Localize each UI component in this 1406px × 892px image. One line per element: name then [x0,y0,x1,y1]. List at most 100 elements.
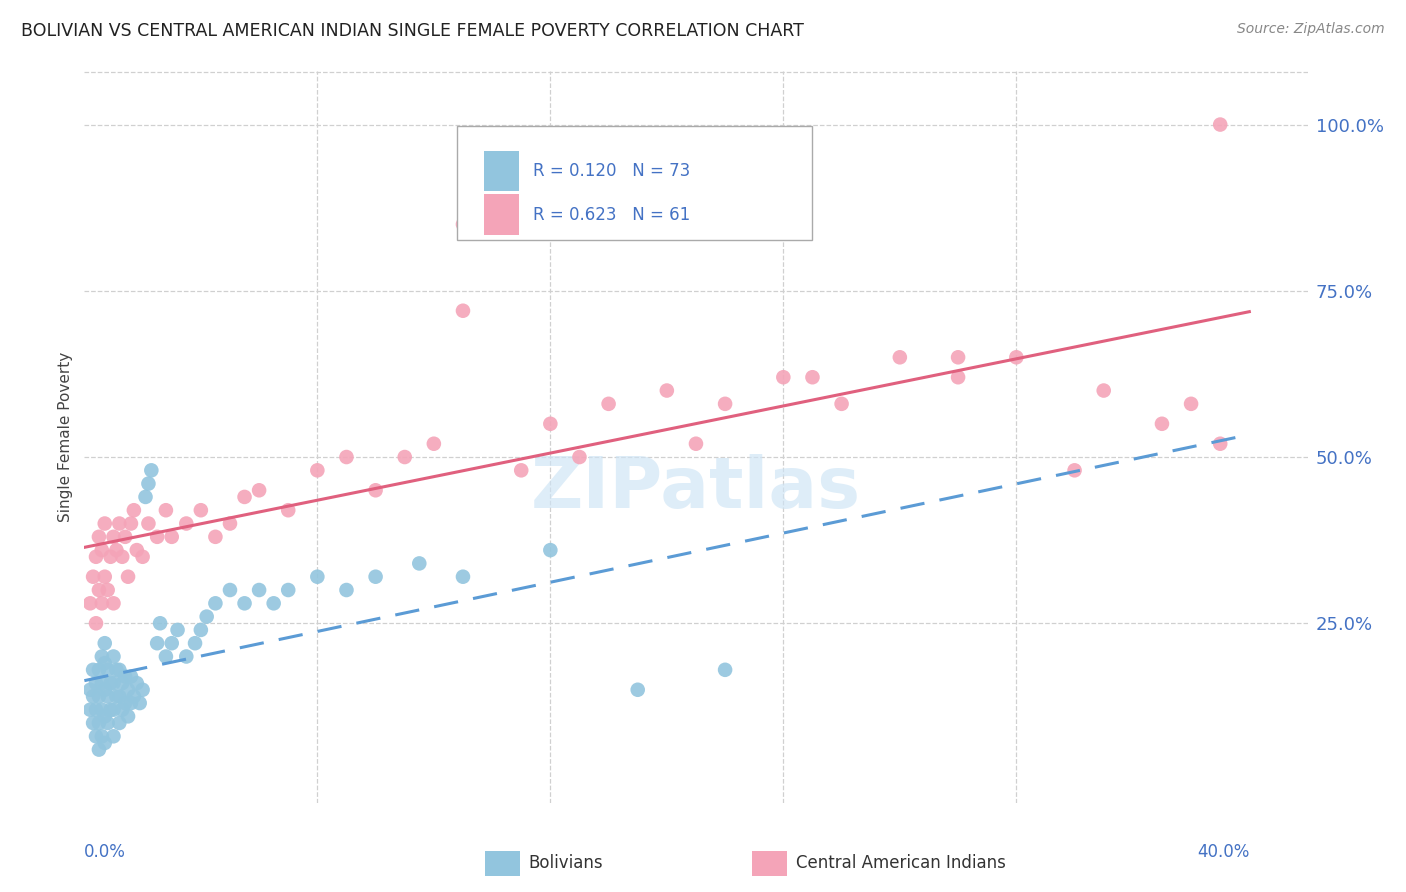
Point [627,682,650,697]
Point [1092,384,1115,398]
Point [135,490,157,504]
Point [568,450,591,464]
Point [84,616,107,631]
Point [598,397,620,411]
Text: 0.0%: 0.0% [84,843,127,861]
Point [307,463,329,477]
Point [100,549,122,564]
Point [114,696,136,710]
Point [146,636,169,650]
Text: Bolivians: Bolivians [529,855,603,872]
Point [111,676,134,690]
Point [1150,417,1173,431]
Point [103,596,125,610]
Point [84,729,107,743]
Point [108,690,131,704]
Point [111,703,134,717]
Point [160,530,183,544]
Point [117,709,139,723]
Point [364,570,387,584]
Point [184,636,207,650]
Point [108,663,131,677]
Point [538,417,561,431]
Point [263,596,285,610]
Point [90,543,112,558]
Point [125,543,148,558]
Point [93,656,115,670]
Point [131,549,153,564]
Point [93,736,115,750]
Point [90,703,112,717]
Point [122,503,145,517]
Bar [484,194,519,235]
Point [364,483,387,498]
Point [100,676,122,690]
Point [155,503,177,517]
Point [87,663,110,677]
Text: Central American Indians: Central American Indians [796,855,1005,872]
Point [103,729,125,743]
Point [79,596,101,610]
Point [1180,397,1202,411]
Point [138,516,160,531]
Point [394,450,416,464]
Text: 40.0%: 40.0% [1197,843,1250,861]
Point [714,397,737,411]
Point [84,703,107,717]
Point [97,582,120,597]
Point [87,582,110,597]
Point [451,303,474,318]
Point [247,483,270,498]
Point [510,463,533,477]
Point [93,636,115,650]
Point [1209,118,1232,132]
Point [87,742,110,756]
Point [174,516,197,531]
Point [538,543,561,558]
Point [423,436,446,450]
Point [219,516,242,531]
Point [114,530,136,544]
Point [190,623,212,637]
Point [117,570,139,584]
Text: R = 0.623   N = 61: R = 0.623 N = 61 [533,205,690,224]
Point [105,663,128,677]
Point [93,516,115,531]
Point [103,676,125,690]
Point [1063,463,1085,477]
Point [87,530,110,544]
Point [108,516,131,531]
Point [277,503,299,517]
Point [277,582,299,597]
Point [131,682,153,697]
Point [831,397,853,411]
Point [79,703,101,717]
Point [120,696,142,710]
Point [90,729,112,743]
Point [714,663,737,677]
Point [93,709,115,723]
Y-axis label: Single Female Poverty: Single Female Poverty [58,352,73,522]
Point [105,543,128,558]
Point [155,649,177,664]
Point [174,649,197,664]
Point [120,516,142,531]
Point [97,690,120,704]
Point [117,682,139,697]
Point [138,476,160,491]
Point [190,503,212,517]
Point [97,663,120,677]
Point [451,217,474,231]
Point [87,716,110,731]
Point [103,649,125,664]
Point [160,636,183,650]
Text: R = 0.120   N = 73: R = 0.120 N = 73 [533,162,690,180]
Text: Source: ZipAtlas.com: Source: ZipAtlas.com [1237,22,1385,37]
Point [233,596,256,610]
Point [100,703,122,717]
Point [79,682,101,697]
Point [335,582,357,597]
Point [655,384,678,398]
Point [946,370,969,384]
Point [146,530,169,544]
